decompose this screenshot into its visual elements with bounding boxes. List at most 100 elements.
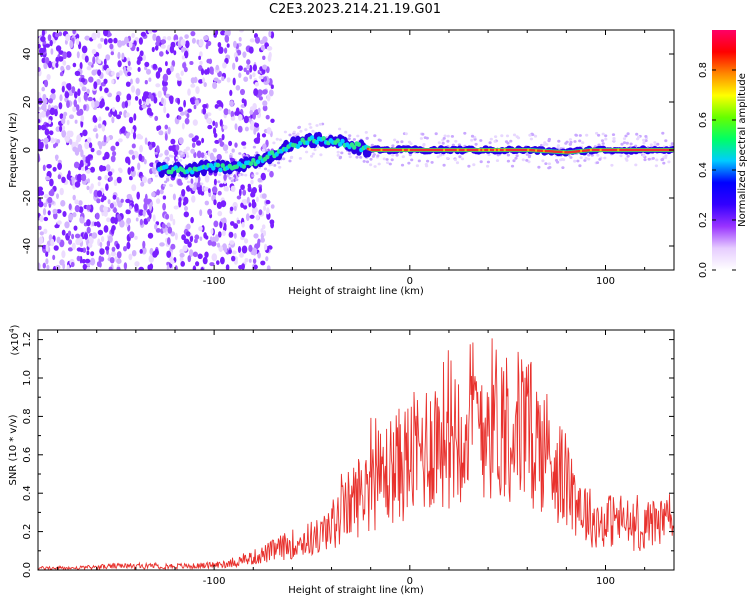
noise-speckle [644,135,648,138]
noise-speckle [116,213,121,220]
noise-speckle [59,71,64,77]
noise-speckle [203,232,207,239]
noise-speckle [138,153,143,162]
noise-speckle [200,182,204,186]
noise-speckle [564,142,568,145]
noise-speckle [213,178,217,186]
noise-speckle [185,40,190,49]
colorbar-gradient [712,30,736,270]
ridge-core [574,150,577,153]
ridge-core [472,148,475,152]
noise-speckle [319,153,323,157]
noise-speckle [138,98,142,106]
noise-speckle [72,106,77,113]
noise-speckle [125,156,131,164]
ridge-core [378,148,382,152]
noise-speckle [50,88,56,94]
ridge-core [664,148,667,152]
snr-marks [38,338,674,570]
spectrogram-panel: -100 0 100 -40 -20 0 20 40 Height of straight l… [8,29,675,297]
noise-speckle [106,240,111,247]
noise-speckle [103,58,107,66]
noise-speckle [229,89,233,96]
noise-speckle [434,132,438,136]
noise-speckle [297,125,301,129]
noise-speckle [157,67,163,73]
noise-speckle [506,153,510,157]
noise-speckle [253,88,259,96]
ridge-core [423,148,427,152]
noise-speckle [260,172,266,181]
noise-speckle [257,89,263,97]
noise-speckle [59,113,64,120]
noise-speckle [253,233,259,239]
noise-speckle [235,178,239,182]
noise-speckle [660,158,664,161]
noise-speckle [189,249,194,257]
noise-speckle [278,165,282,169]
noise-speckle [230,179,234,183]
noise-speckle [66,119,70,126]
noise-speckle [66,100,70,108]
noise-speckle [241,230,246,238]
noise-speckle [195,261,200,267]
noise-speckle [441,141,445,145]
noise-speckle [66,51,72,58]
noise-speckle [49,107,56,116]
noise-speckle [635,132,639,136]
noise-speckle [49,188,55,197]
noise-speckle [488,141,492,145]
noise-speckle [409,142,413,146]
noise-speckle [255,36,260,44]
noise-speckle [75,238,81,246]
noise-speckle [135,217,139,222]
noise-speckle [585,133,589,137]
ridge-core [613,148,616,152]
noise-speckle [59,187,64,196]
noise-speckle [251,174,255,178]
noise-speckle [95,212,100,220]
noise-speckle [70,261,75,268]
ridge-core [495,148,499,152]
noise-speckle [581,141,585,145]
noise-speckle [99,85,103,92]
noise-speckle [137,67,141,72]
snr-ticks: -100 0 100 0.0 0.2 0.4 0.6 0.8 1.0 1.2 [22,330,674,587]
noise-speckle [52,254,56,261]
noise-speckle [61,229,66,236]
noise-speckle [252,247,258,256]
noise-speckle [189,235,194,243]
noise-speckle [179,252,185,258]
noise-speckle [184,34,189,39]
ridge-core [447,148,450,152]
noise-speckle [268,89,274,97]
noise-speckle [596,153,600,157]
noise-speckle [260,237,265,243]
noise-speckle [190,216,194,224]
noise-speckle [173,205,179,210]
ridge-core [488,148,491,152]
noise-speckle [153,96,158,104]
noise-speckle [203,82,207,88]
noise-speckle [87,137,92,143]
noise-speckle [38,106,41,111]
noise-speckle [453,158,457,162]
noise-speckle [196,140,202,146]
noise-speckle [228,231,234,238]
noise-speckle [213,220,219,228]
y-tick-label: 0.8 [22,408,33,424]
noise-speckle [267,169,271,173]
noise-speckle [111,225,116,231]
noise-speckle [178,106,184,113]
noise-speckle [268,30,272,38]
noise-speckle [80,77,86,83]
noise-speckle [391,153,395,157]
noise-speckle [202,104,208,109]
colorbar-label: Normalized spectral amplitude [737,73,748,227]
noise-speckle [235,107,240,115]
noise-speckle [81,86,87,92]
noise-speckle [395,153,399,157]
noise-speckle [218,245,223,252]
noise-speckle [239,252,244,258]
ridge-core [617,148,620,152]
